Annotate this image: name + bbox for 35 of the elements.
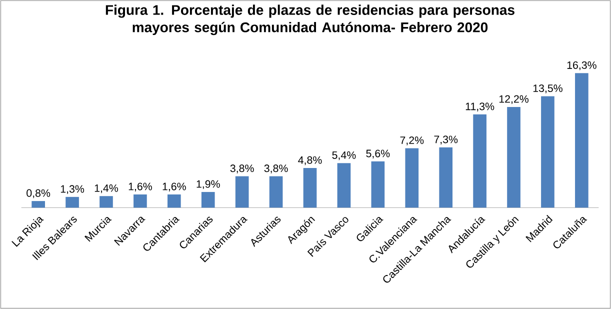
chart-title: Figura 1. Porcentaje de plazas de residencias para personas mayores según Comunidad Autónoma- Febrero 2020	[106, 4, 514, 36]
data-label: 5,6%	[366, 150, 390, 158]
data-label: 1,3%	[60, 185, 84, 194]
data-label: 7,3%	[434, 136, 458, 144]
bar	[439, 147, 453, 208]
data-label: 16,3%	[567, 61, 596, 70]
data-label: 0,8%	[26, 189, 50, 198]
bar	[507, 106, 520, 208]
bar	[541, 96, 554, 208]
data-label: 7,2%	[400, 136, 424, 146]
data-label: 5,4%	[332, 151, 356, 160]
data-label: 1,6%	[128, 182, 152, 192]
bar	[167, 194, 181, 208]
data-label: 3,8%	[230, 164, 254, 174]
bar	[371, 161, 385, 208]
data-label: 1,4%	[94, 184, 118, 194]
data-label: 1,6%	[162, 182, 186, 192]
bar	[405, 148, 419, 208]
data-label: 3,8%	[264, 164, 288, 174]
data-label: 1,9%	[196, 180, 220, 190]
bar	[473, 114, 486, 208]
data-label: 4,8%	[298, 156, 322, 166]
bar	[134, 194, 147, 208]
bar	[201, 192, 215, 208]
bar	[32, 201, 45, 208]
bar	[303, 168, 317, 208]
data-label: 11,3%	[466, 102, 494, 112]
bar	[337, 163, 351, 208]
bar	[235, 176, 249, 208]
bar	[100, 196, 113, 208]
bar	[575, 73, 588, 208]
data-label: 12,2%	[499, 95, 528, 104]
data-label: 13,5%	[533, 84, 562, 94]
bar	[269, 176, 283, 208]
bar	[66, 196, 79, 208]
